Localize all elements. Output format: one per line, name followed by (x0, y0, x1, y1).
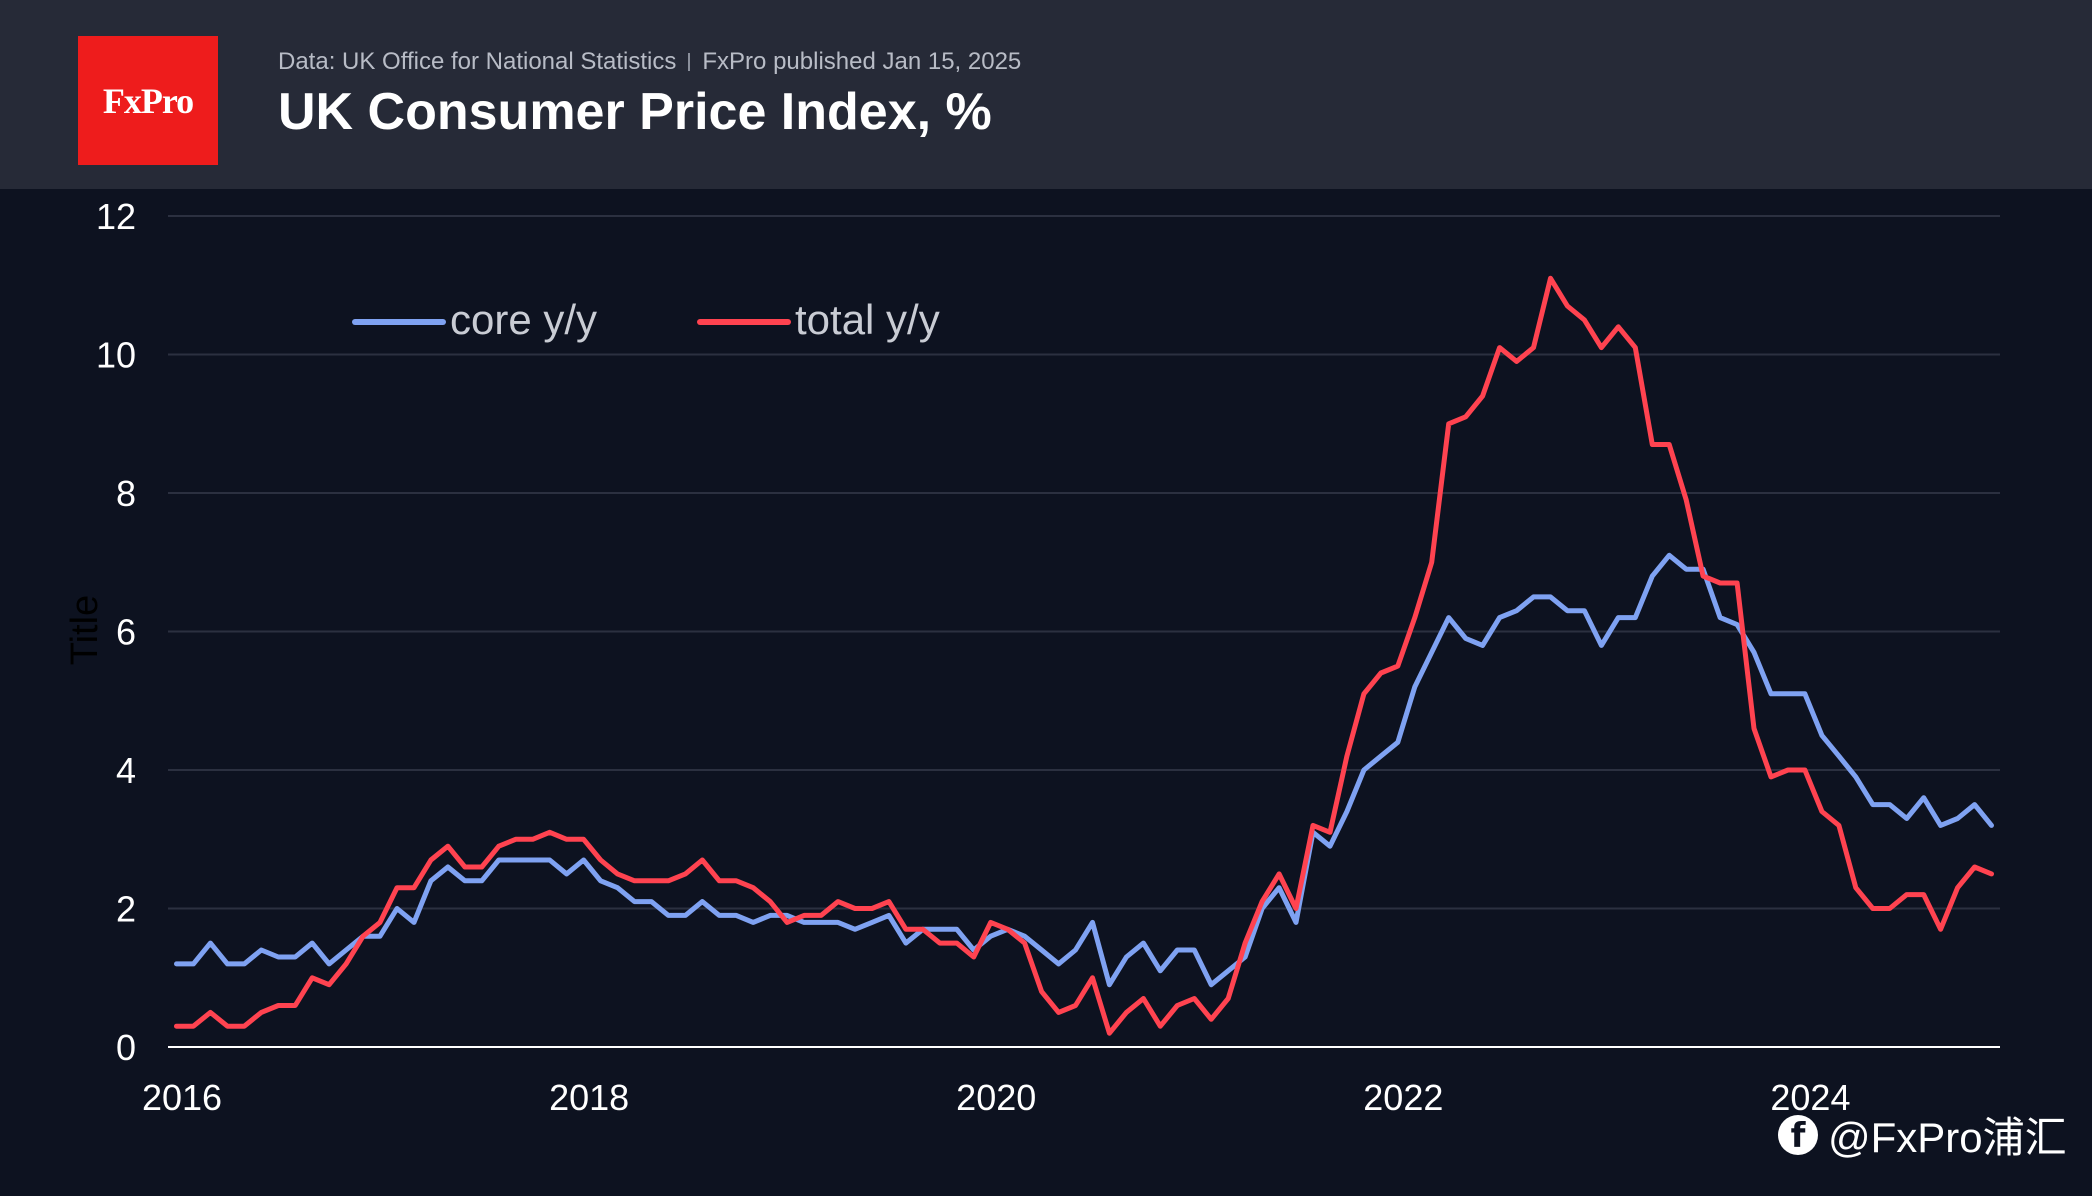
x-tick-label: 2024 (1770, 1077, 1850, 1118)
y-axis-label: Title (64, 595, 106, 665)
series-line-total (174, 275, 1994, 1036)
data-source: Data: UK Office for National Statistics (278, 48, 677, 75)
source-line: Data: UK Office for National Statistics F… (278, 48, 1021, 76)
series-line-core (174, 552, 1994, 988)
separator (688, 53, 691, 71)
y-tick-label: 8 (116, 473, 136, 514)
header-bar: FxPro Data: UK Office for National Stati… (0, 0, 2092, 189)
chart-title: UK Consumer Price Index, % (278, 83, 992, 141)
y-tick-label: 4 (116, 750, 136, 791)
x-tick-label: 2020 (956, 1077, 1036, 1118)
legend-label: total y/y (795, 296, 940, 343)
y-tick-label: 6 (116, 612, 136, 653)
y-tick-label: 0 (116, 1027, 136, 1068)
fxpro-logo: FxPro (78, 36, 218, 165)
y-tick-label: 2 (116, 889, 136, 930)
y-tick-label: 10 (96, 335, 136, 376)
facebook-icon: f (1778, 1114, 1818, 1155)
x-tick-label: 2018 (549, 1077, 629, 1118)
watermark-text: @FxPro浦汇 (1828, 1114, 2067, 1161)
x-tick-label: 2022 (1363, 1077, 1443, 1118)
published-date: FxPro published Jan 15, 2025 (702, 48, 1022, 75)
y-tick-label: 12 (96, 196, 136, 237)
x-tick-label: 2016 (142, 1077, 222, 1118)
watermark: f @FxPro浦汇 (1778, 1104, 2067, 1165)
legend-label: core y/y (450, 296, 597, 343)
